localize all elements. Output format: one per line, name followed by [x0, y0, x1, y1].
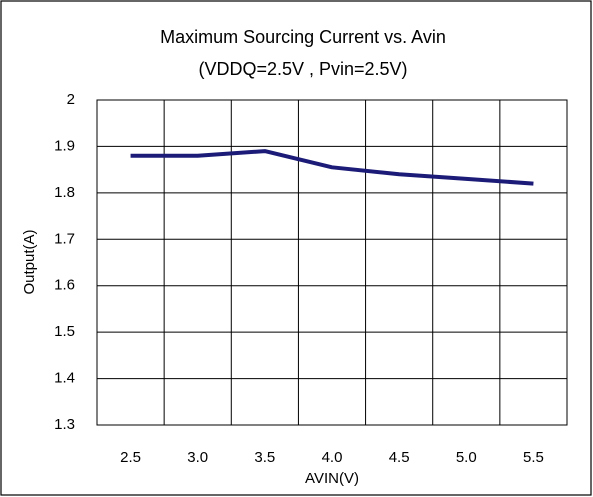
chart-title: Maximum Sourcing Current vs. Avin: [160, 27, 446, 47]
y-tick-label: 2: [67, 91, 75, 108]
y-tick-label: 1.9: [54, 137, 75, 154]
x-axis-title: AVIN(V): [305, 470, 359, 487]
x-tick-label: 3.5: [254, 449, 275, 466]
x-tick-label: 5.5: [523, 449, 544, 466]
y-axis-title: Output(A): [21, 229, 38, 294]
x-tick-label: 4.5: [389, 449, 410, 466]
y-tick-label: 1.8: [54, 184, 75, 201]
y-tick-label: 1.5: [54, 323, 75, 340]
x-tick-label: 2.5: [120, 449, 141, 466]
y-tick-label: 1.7: [54, 230, 75, 247]
x-tick-label: 5.0: [456, 449, 477, 466]
chart-subtitle: (VDDQ=2.5V , Pvin=2.5V): [198, 59, 407, 79]
y-tick-label: 1.6: [54, 277, 75, 294]
x-tick-label: 3.0: [187, 449, 208, 466]
data-line: [130, 149, 534, 186]
y-tick-label: 1.4: [54, 370, 75, 387]
x-tick-label: 4.0: [322, 449, 343, 466]
y-tick-label: 1.3: [54, 416, 75, 433]
